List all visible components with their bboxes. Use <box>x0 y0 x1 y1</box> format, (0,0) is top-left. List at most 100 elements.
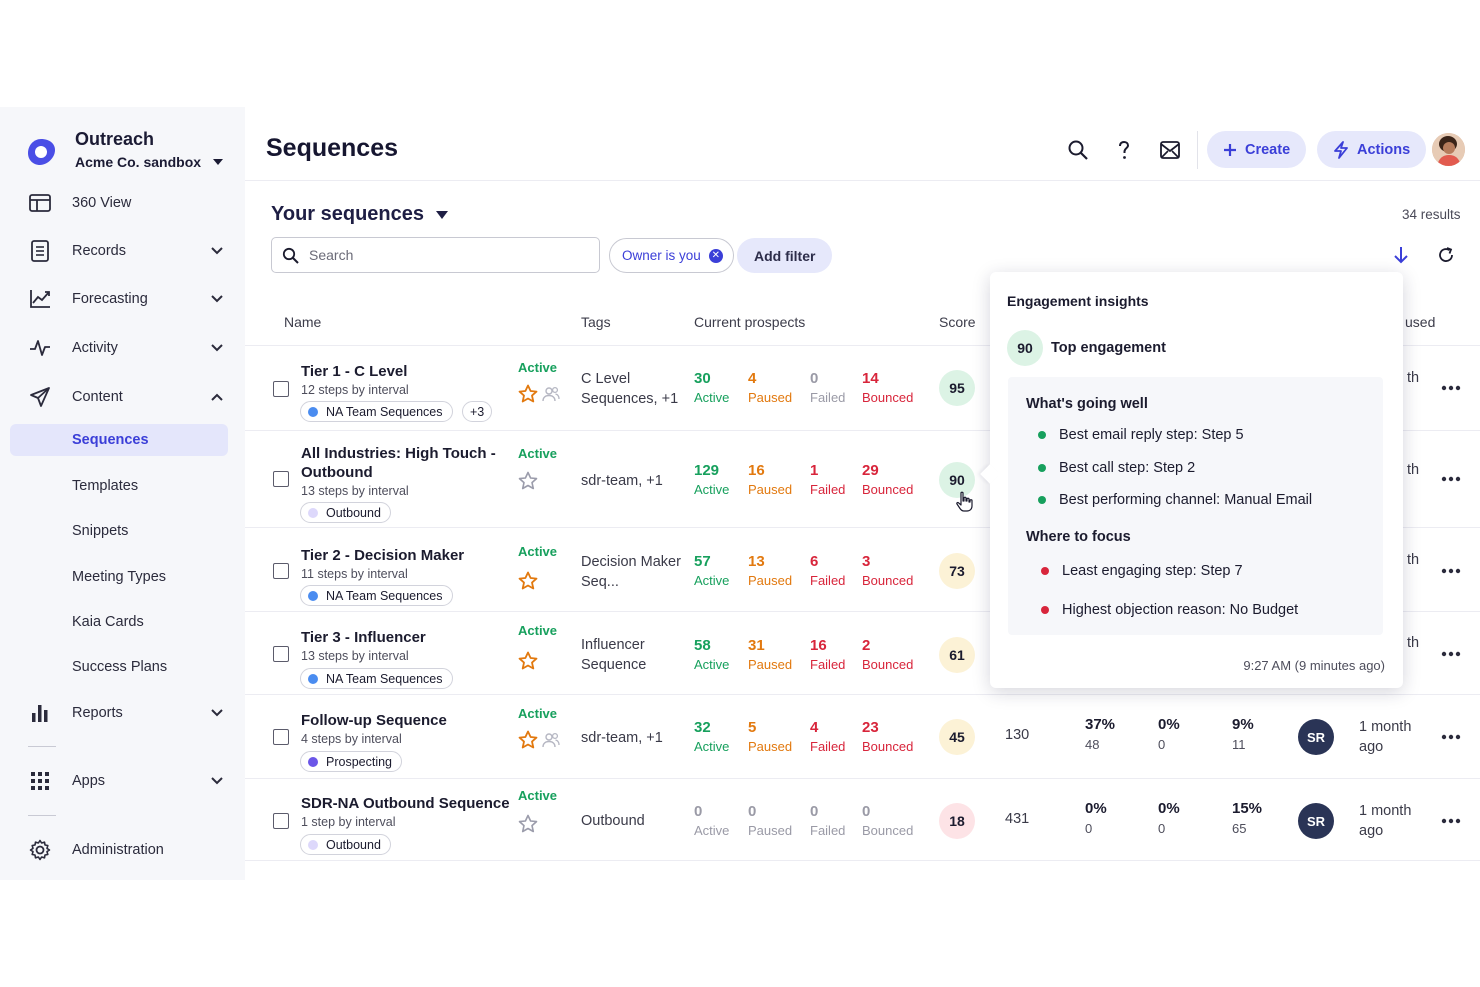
sidebar-item-snippets[interactable]: Snippets <box>72 523 129 539</box>
create-button[interactable]: Create <box>1207 131 1307 168</box>
sidebar-item-meeting-types[interactable]: Meeting Types <box>72 569 167 585</box>
star-icon[interactable] <box>518 651 538 671</box>
column-header-name[interactable]: Name <box>284 314 322 330</box>
active-count[interactable]: 30 Active <box>694 370 729 405</box>
row-checkbox[interactable] <box>273 813 289 829</box>
score-badge[interactable]: 73 <box>939 553 975 589</box>
brand[interactable]: Outreach Acme Co. sandbox <box>26 129 224 170</box>
more-tags-chip[interactable]: +3 <box>462 401 493 422</box>
sort-button[interactable] <box>1383 237 1419 273</box>
paused-count[interactable]: 13 Paused <box>748 553 792 588</box>
bounced-count[interactable]: 0 Bounced <box>862 803 913 838</box>
tag-chip[interactable]: NA Team Sequences <box>300 401 453 422</box>
bounced-count[interactable]: 29 Bounced <box>862 462 913 497</box>
sequence-name[interactable]: Tier 3 - Influencer <box>301 629 426 646</box>
nav-apps[interactable]: Apps <box>28 766 224 796</box>
tag-chip[interactable]: NA Team Sequences <box>300 668 453 689</box>
active-count[interactable]: 32 Active <box>694 719 729 754</box>
search-icon[interactable] <box>1067 139 1089 161</box>
sequence-name[interactable]: Follow-up Sequence <box>301 712 447 729</box>
table-row[interactable]: Tier 3 - Influencer 13 steps by interval… <box>245 611 1480 694</box>
more-options-icon[interactable] <box>1441 385 1461 391</box>
user-avatar[interactable] <box>1432 133 1465 166</box>
nav-records[interactable]: Records <box>28 236 224 266</box>
row-checkbox[interactable] <box>273 729 289 745</box>
column-header-tags[interactable]: Tags <box>581 314 611 330</box>
failed-count[interactable]: 1 Failed <box>810 462 845 497</box>
column-header-current-prospects[interactable]: Current prospects <box>694 314 806 330</box>
paused-count[interactable]: 31 Paused <box>748 637 792 672</box>
failed-count[interactable]: 0 Failed <box>810 370 845 405</box>
star-icon[interactable] <box>518 384 538 404</box>
refresh-button[interactable] <box>1428 237 1464 273</box>
column-header-score[interactable]: Score <box>939 314 976 330</box>
failed-count[interactable]: 16 Failed <box>810 637 845 672</box>
table-row[interactable]: All Industries: High Touch - Outbound 13… <box>245 430 1480 527</box>
row-checkbox[interactable] <box>273 563 289 579</box>
table-row[interactable]: Tier 2 - Decision Maker 11 steps by inte… <box>245 527 1480 611</box>
star-outline-icon[interactable] <box>518 814 538 834</box>
org-switcher[interactable]: Acme Co. sandbox <box>75 154 224 170</box>
sequence-name[interactable]: All Industries: High Touch - Outbound <box>301 445 496 481</box>
row-checkbox[interactable] <box>273 471 289 487</box>
failed-count[interactable]: 6 Failed <box>810 553 845 588</box>
tag-chip[interactable]: Outbound <box>300 502 391 523</box>
star-outline-icon[interactable] <box>518 471 538 491</box>
list-selector[interactable]: Your sequences <box>271 203 449 226</box>
score-badge[interactable]: 18 <box>939 803 975 839</box>
bounced-count[interactable]: 23 Bounced <box>862 719 913 754</box>
search-input[interactable] <box>309 247 569 263</box>
tag-chip[interactable]: NA Team Sequences <box>300 585 453 606</box>
search-field[interactable] <box>271 237 600 273</box>
nav-activity[interactable]: Activity <box>28 333 224 363</box>
table-row[interactable]: Tier 1 - C Level 12 steps by interval NA… <box>245 345 1480 430</box>
failed-count[interactable]: 0 Failed <box>810 803 845 838</box>
star-icon[interactable] <box>518 571 538 591</box>
owner-filter-chip[interactable]: Owner is you ✕ <box>609 238 734 273</box>
paused-count[interactable]: 0 Paused <box>748 803 792 838</box>
row-checkbox[interactable] <box>273 381 289 397</box>
score-badge[interactable]: 61 <box>939 637 975 673</box>
inbox-icon[interactable] <box>1159 139 1181 161</box>
table-row[interactable]: Follow-up Sequence 4 steps by interval P… <box>245 694 1480 778</box>
actions-button[interactable]: Actions <box>1317 131 1427 168</box>
more-options-icon[interactable] <box>1441 568 1461 574</box>
nav-reports[interactable]: Reports <box>28 698 224 728</box>
bounced-count[interactable]: 3 Bounced <box>862 553 913 588</box>
paused-count[interactable]: 4 Paused <box>748 370 792 405</box>
more-options-icon[interactable] <box>1441 651 1461 657</box>
bounced-count[interactable]: 14 Bounced <box>862 370 913 405</box>
active-count[interactable]: 58 Active <box>694 637 729 672</box>
table-row[interactable]: SDR-NA Outbound Sequence 1 step by inter… <box>245 778 1480 861</box>
score-badge[interactable]: 95 <box>939 370 975 406</box>
active-count[interactable]: 129 Active <box>694 462 729 497</box>
paused-count[interactable]: 16 Paused <box>748 462 792 497</box>
failed-count[interactable]: 4 Failed <box>810 719 845 754</box>
sidebar-item-templates[interactable]: Templates <box>72 478 139 494</box>
column-header-last-used[interactable]: used <box>1405 314 1436 330</box>
sequence-name[interactable]: Tier 1 - C Level <box>301 363 408 380</box>
nav-360-view[interactable]: 360 View <box>28 188 224 218</box>
owner-avatar[interactable]: SR <box>1298 719 1334 755</box>
nav-administration[interactable]: Administration <box>28 835 224 865</box>
bounced-count[interactable]: 2 Bounced <box>862 637 913 672</box>
owner-avatar[interactable]: SR <box>1298 803 1334 839</box>
more-options-icon[interactable] <box>1441 734 1461 740</box>
sequence-name[interactable]: Tier 2 - Decision Maker <box>301 547 465 564</box>
nav-content[interactable]: Content <box>28 382 224 412</box>
add-filter-button[interactable]: Add filter <box>737 238 833 273</box>
sidebar-item-sequences[interactable]: Sequences <box>10 424 228 456</box>
sidebar-item-kaia-cards[interactable]: Kaia Cards <box>72 614 144 630</box>
nav-forecasting[interactable]: Forecasting <box>28 284 224 314</box>
active-count[interactable]: 57 Active <box>694 553 729 588</box>
score-badge[interactable]: 90 <box>939 462 975 498</box>
score-badge[interactable]: 45 <box>939 719 975 755</box>
tag-chip[interactable]: Prospecting <box>300 751 403 772</box>
more-options-icon[interactable] <box>1441 818 1461 824</box>
active-count[interactable]: 0 Active <box>694 803 729 838</box>
sidebar-item-success-plans[interactable]: Success Plans <box>72 659 168 675</box>
tag-chip[interactable]: Outbound <box>300 834 391 855</box>
paused-count[interactable]: 5 Paused <box>748 719 792 754</box>
remove-filter-icon[interactable]: ✕ <box>708 248 723 263</box>
star-icon[interactable] <box>518 730 538 750</box>
